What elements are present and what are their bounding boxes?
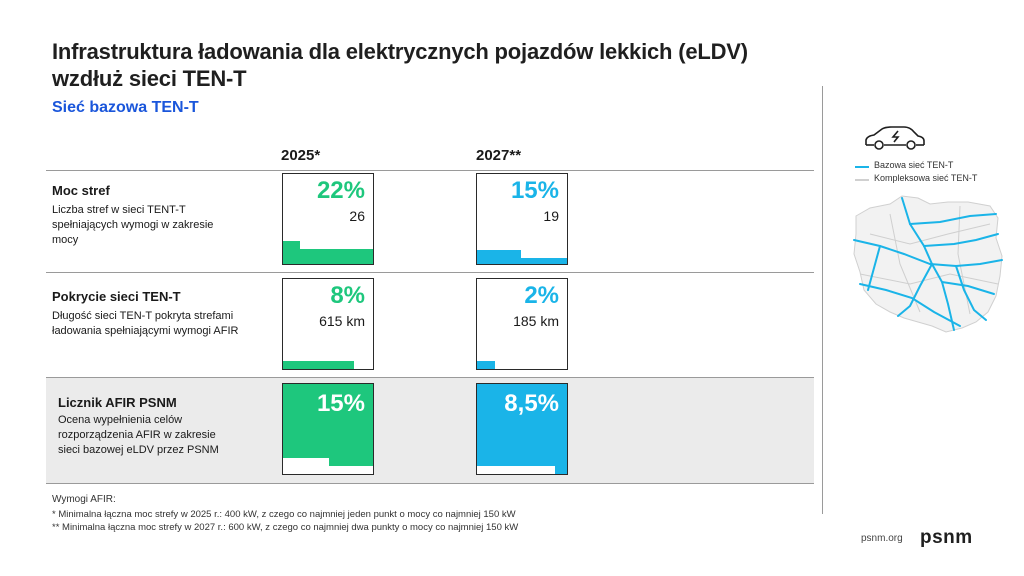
- metric-box-2025-moc: 22% 26: [282, 173, 374, 265]
- site-url: psnm.org: [861, 533, 903, 544]
- brand-logo: psnm: [920, 527, 973, 548]
- level-fill: [283, 241, 300, 249]
- percent-value: 8,5%: [504, 390, 559, 417]
- page-subtitle: Sieć bazowa TEN-T: [52, 99, 199, 116]
- metric-box-2025-licznik: 15%: [282, 383, 374, 475]
- absolute-value: 615 km: [319, 313, 365, 329]
- legend-swatch-kompleksowa: [855, 179, 869, 181]
- level-fill: [283, 361, 354, 369]
- panel-divider: [822, 86, 823, 514]
- divider: [46, 170, 814, 171]
- divider: [46, 483, 814, 484]
- column-header-2025: 2025*: [281, 147, 321, 164]
- absolute-value: 26: [349, 208, 365, 224]
- row-title-licznik: Licznik AFIR PSNM: [58, 395, 177, 410]
- level-fill: [283, 249, 373, 264]
- remaining-area: [477, 466, 555, 474]
- metric-box-2027-pokrycie: 2% 185 km: [476, 278, 568, 370]
- metric-box-2027-licznik: 8,5%: [476, 383, 568, 475]
- percent-value: 22%: [316, 177, 365, 204]
- level-fill: [477, 361, 495, 369]
- page-title: Infrastruktura ładowania dla elektryczny…: [52, 39, 748, 91]
- absolute-value: 185 km: [513, 313, 559, 329]
- percent-value: 8%: [330, 282, 365, 309]
- notes-heading: Wymogi AFIR:: [52, 494, 116, 505]
- row-desc-moc-stref: Liczba stref w sieci TENT-T spełniającyc…: [52, 204, 214, 246]
- legend-label-bazowa: Bazowa sieć TEN-T: [874, 160, 954, 170]
- level-fill: [477, 250, 521, 258]
- absolute-value: 19: [543, 208, 559, 224]
- legend-label-kompleksowa: Kompleksowa sieć TEN-T: [874, 173, 978, 183]
- divider: [46, 272, 814, 273]
- row-title-moc-stref: Moc stref: [52, 183, 110, 198]
- metric-box-2027-moc: 15% 19: [476, 173, 568, 265]
- note-line: * Minimalna łączna moc strefy w 2025 r.:…: [52, 509, 516, 520]
- poland-map: [853, 195, 1003, 333]
- remaining-area: [329, 466, 373, 474]
- metric-box-2025-pokrycie: 8% 615 km: [282, 278, 374, 370]
- electric-car-icon: [865, 126, 925, 150]
- percent-value: 2%: [524, 282, 559, 309]
- percent-value: 15%: [510, 177, 559, 204]
- legend-swatch-bazowa: [855, 166, 869, 168]
- row-title-pokrycie: Pokrycie sieci TEN-T: [52, 289, 181, 304]
- percent-value: 15%: [316, 390, 365, 417]
- note-line: ** Minimalna łączna moc strefy w 2027 r.…: [52, 522, 519, 533]
- row-desc-licznik: Ocena wypełnienia celów rozporządzenia A…: [58, 414, 219, 456]
- highlight-band: [46, 377, 814, 483]
- level-fill: [477, 258, 567, 264]
- column-header-2027: 2027**: [476, 147, 522, 164]
- divider: [46, 377, 814, 378]
- remaining-area: [283, 458, 329, 474]
- row-desc-pokrycie: Długość sieci TEN-T pokryta strefami ład…: [52, 310, 239, 337]
